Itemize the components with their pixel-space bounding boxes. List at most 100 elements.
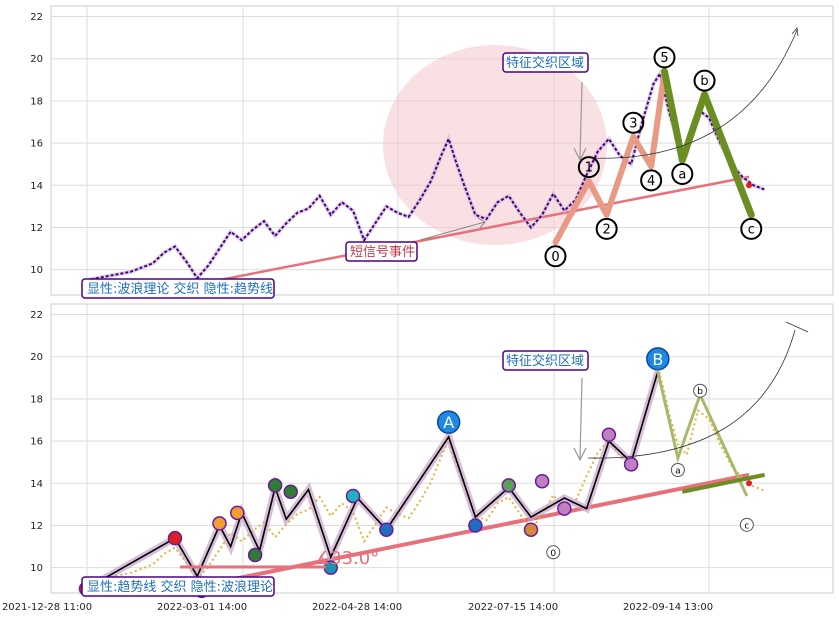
feature-zone-arrow bbox=[573, 81, 587, 162]
wave-leg bbox=[630, 133, 655, 170]
y-tick-label: 18 bbox=[30, 394, 43, 405]
feature-zone-box: 特征交织区域 bbox=[502, 350, 589, 371]
wave-point-label: b bbox=[700, 74, 708, 89]
feature-zone-text: 特征交织区域 bbox=[506, 55, 584, 71]
wave-point-label: 3 bbox=[629, 116, 637, 131]
feature-zone-text: 特征交织区域 bbox=[506, 353, 584, 369]
big-wave-label: A bbox=[443, 413, 454, 432]
small-wave-label: 0 bbox=[550, 549, 556, 559]
y-tick-label: 12 bbox=[30, 223, 43, 234]
small-wave-point bbox=[693, 383, 708, 398]
wave-leg bbox=[648, 68, 668, 170]
x-tick-label: 2022-07-15 14:00 bbox=[468, 602, 558, 613]
projection-curve bbox=[589, 29, 798, 159]
feature-zone-frame bbox=[502, 52, 589, 73]
mode-label-text: 显性:波浪理论 交织 隐性:趋势线 bbox=[87, 281, 273, 297]
signal-marker bbox=[501, 478, 516, 493]
wave-point-label: 0 bbox=[551, 250, 559, 265]
short-signal-arrow bbox=[419, 217, 487, 241]
wave-down-legs bbox=[656, 371, 749, 497]
wave-point-marker bbox=[653, 46, 676, 69]
price-halo bbox=[85, 68, 766, 283]
y-tick-label: 14 bbox=[30, 181, 43, 192]
wave-point-label: a bbox=[678, 167, 686, 182]
y-tick-label: 18 bbox=[30, 96, 43, 107]
wave-point-marker bbox=[595, 217, 618, 240]
y-tick-label: 22 bbox=[30, 12, 43, 23]
big-wave-point bbox=[436, 410, 461, 434]
wave-point-marker bbox=[693, 69, 716, 92]
wave-point-marker bbox=[671, 162, 694, 185]
signal-marker bbox=[230, 505, 245, 521]
signal-marker bbox=[345, 488, 361, 504]
feature-zone-arrow bbox=[573, 377, 587, 462]
wave-leg bbox=[701, 91, 755, 219]
target-dot bbox=[746, 480, 753, 487]
signal-marker bbox=[523, 522, 539, 537]
wave-point-label: 2 bbox=[603, 222, 611, 237]
panel-2: 10 12 14 16 18 20 22 A Ba b c 0 ∡33.0° 显性:趋势线 交织 隐性:波… bbox=[2, 303, 834, 613]
small-wave-point bbox=[670, 462, 685, 477]
small-wave-point bbox=[546, 545, 561, 560]
signal-marker bbox=[623, 457, 639, 472]
wave-point-label: 5 bbox=[660, 51, 668, 66]
small-wave-label: c bbox=[744, 521, 749, 531]
y-tick-label: 12 bbox=[30, 521, 43, 532]
wave-leg bbox=[678, 91, 709, 164]
signal-marker bbox=[379, 522, 394, 537]
mode-label-text: 显性:趋势线 交织 隐性:波浪理论 bbox=[87, 579, 273, 595]
feature-zone-frame bbox=[502, 350, 589, 371]
y-tick-label: 22 bbox=[30, 310, 43, 321]
signal-marker bbox=[267, 478, 283, 493]
mode-label-box: 显性:趋势线 交织 隐性:波浪理论 bbox=[81, 576, 275, 597]
big-wave-label: B bbox=[652, 350, 663, 369]
signal-marker bbox=[534, 473, 550, 489]
short-signal-box: 短信号事件 bbox=[345, 241, 418, 262]
signal-marker bbox=[468, 518, 483, 533]
short-signal-text: 短信号事件 bbox=[350, 245, 415, 260]
y-tick-label: 20 bbox=[30, 54, 43, 65]
mode-label-frame bbox=[81, 576, 275, 597]
wave-point-label: 1 bbox=[585, 161, 593, 176]
signal-marker bbox=[557, 501, 572, 516]
projection-arrowhead bbox=[791, 27, 799, 37]
wave-leg bbox=[552, 178, 592, 246]
wave-point-label: 4 bbox=[647, 174, 655, 189]
small-wave-label: b bbox=[697, 387, 703, 397]
x-tick-label: 2022-09-14 13:00 bbox=[623, 602, 713, 613]
wave-leg bbox=[661, 67, 686, 164]
short-signal-frame bbox=[345, 241, 418, 262]
wave-point-label: c bbox=[748, 222, 755, 237]
x-tick-label: 2021-12-28 11:00 bbox=[2, 602, 92, 613]
y-tick-label: 16 bbox=[30, 437, 43, 448]
mode-label-frame bbox=[81, 278, 275, 299]
wave-point-marker bbox=[622, 111, 645, 134]
y-tick-label: 10 bbox=[30, 563, 43, 574]
mode-label-box: 显性:波浪理论 交织 隐性:趋势线 bbox=[81, 278, 275, 299]
wave-point-marker bbox=[740, 217, 763, 240]
trend-line bbox=[174, 175, 750, 290]
wave-zigzag bbox=[85, 371, 659, 590]
angle-label: ∡33.0° bbox=[314, 548, 379, 569]
wave-leg bbox=[585, 178, 610, 218]
y-tick-label: 20 bbox=[30, 352, 43, 363]
signal-marker bbox=[283, 484, 298, 499]
signal-marker bbox=[212, 516, 227, 531]
trend-line bbox=[174, 472, 750, 593]
wave-point-marker bbox=[544, 245, 567, 268]
big-wave-point bbox=[646, 347, 670, 371]
projection-bar bbox=[785, 321, 809, 333]
signal-marker bbox=[167, 530, 183, 546]
wave-leg bbox=[603, 133, 637, 218]
small-wave-label: a bbox=[675, 466, 681, 476]
signal-marker bbox=[601, 427, 617, 443]
small-wave-point bbox=[739, 517, 754, 532]
wave-point-marker bbox=[640, 169, 663, 192]
x-tick-label: 2022-04-28 14:00 bbox=[312, 602, 402, 613]
projection-curve bbox=[587, 329, 796, 459]
y-tick-label: 10 bbox=[30, 265, 43, 276]
y-tick-label: 16 bbox=[30, 139, 43, 150]
